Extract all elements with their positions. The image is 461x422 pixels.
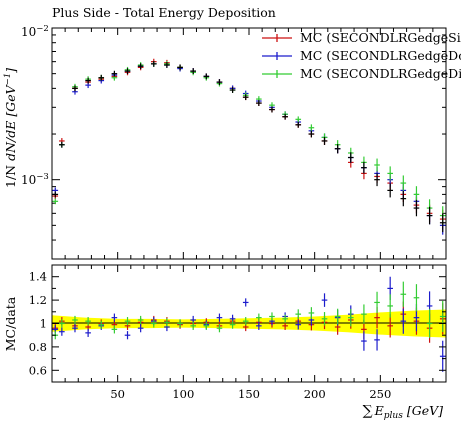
main-y-tick-base-1e-3: 10 xyxy=(21,173,36,187)
legend-label: MC (SECONDLRGedgeSingle) xyxy=(300,30,461,45)
legend: MC (SECONDLRGedgeSingle) MC (SECONDLRGedg… xyxy=(262,30,461,81)
x-tick-label: 100 xyxy=(172,387,194,401)
ratio-y-tick-label: 1 xyxy=(40,317,47,331)
y-label-unit-close: ] xyxy=(3,68,18,74)
ratio-y-tick-label: 1.2 xyxy=(29,293,47,307)
chart-title: Plus Side - Total Energy Deposition xyxy=(52,5,276,20)
ratio-axis-ticks xyxy=(52,264,446,383)
x-tick-label: 250 xyxy=(369,387,391,401)
ratio-y-tick-label: 0.8 xyxy=(29,340,47,354)
x-label-unit: [GeV] xyxy=(407,403,443,418)
x-label-sub: plus xyxy=(384,411,403,421)
x-tick-label: 50 xyxy=(110,387,125,401)
x-tick-labels: 50 100 150 200 250 xyxy=(110,387,391,401)
y-label-pre: 1/N xyxy=(3,165,18,188)
ratio-data-points xyxy=(52,276,446,372)
main-y-axis-label: 1/N dN/dE [GeV−1] xyxy=(3,68,18,188)
main-axis-ticks xyxy=(52,27,446,260)
ratio-y-tick-label: 1.4 xyxy=(29,270,47,284)
legend-label: MC (SECONDLRGedgeDouble) xyxy=(300,48,461,63)
y-label-unit-open: [GeV xyxy=(3,83,18,116)
ratio-y-tick-labels: 0.6 0.8 1 1.2 1.4 xyxy=(29,270,47,378)
y-label-mid: dN/dE xyxy=(3,121,18,161)
main-data-points xyxy=(52,58,446,235)
main-y-tick-label-1e-2: 10−2 xyxy=(21,24,49,39)
x-axis-label: ∑ Eplus [GeV] xyxy=(363,403,443,421)
ratio-y-axis-label: MC/data xyxy=(3,296,18,351)
x-label-var: E xyxy=(374,403,384,418)
x-tick-label: 200 xyxy=(304,387,326,401)
legend-label: MC (SECONDLRGedgeDifferent) xyxy=(300,66,461,81)
main-y-tick-base-1e-2: 10 xyxy=(21,25,36,39)
x-label-sum: ∑ xyxy=(363,403,373,419)
y-label-unit-exp: −1 xyxy=(3,73,13,86)
main-y-tick-exp-1e-3: −3 xyxy=(36,172,49,182)
ratio-panel: 0.6 0.8 1 1.2 1.4 50 100 150 200 250 MC/data ∑ Ep… xyxy=(3,264,447,421)
x-tick-label: 150 xyxy=(238,387,260,401)
ratio-y-tick-label: 0.6 xyxy=(29,363,47,377)
main-y-tick-exp-1e-2: −2 xyxy=(36,24,49,34)
main-panel: MC (SECONDLRGedgeSingle) MC (SECONDLRGedg… xyxy=(3,24,461,260)
main-y-tick-label-1e-3: 10−3 xyxy=(21,172,49,187)
